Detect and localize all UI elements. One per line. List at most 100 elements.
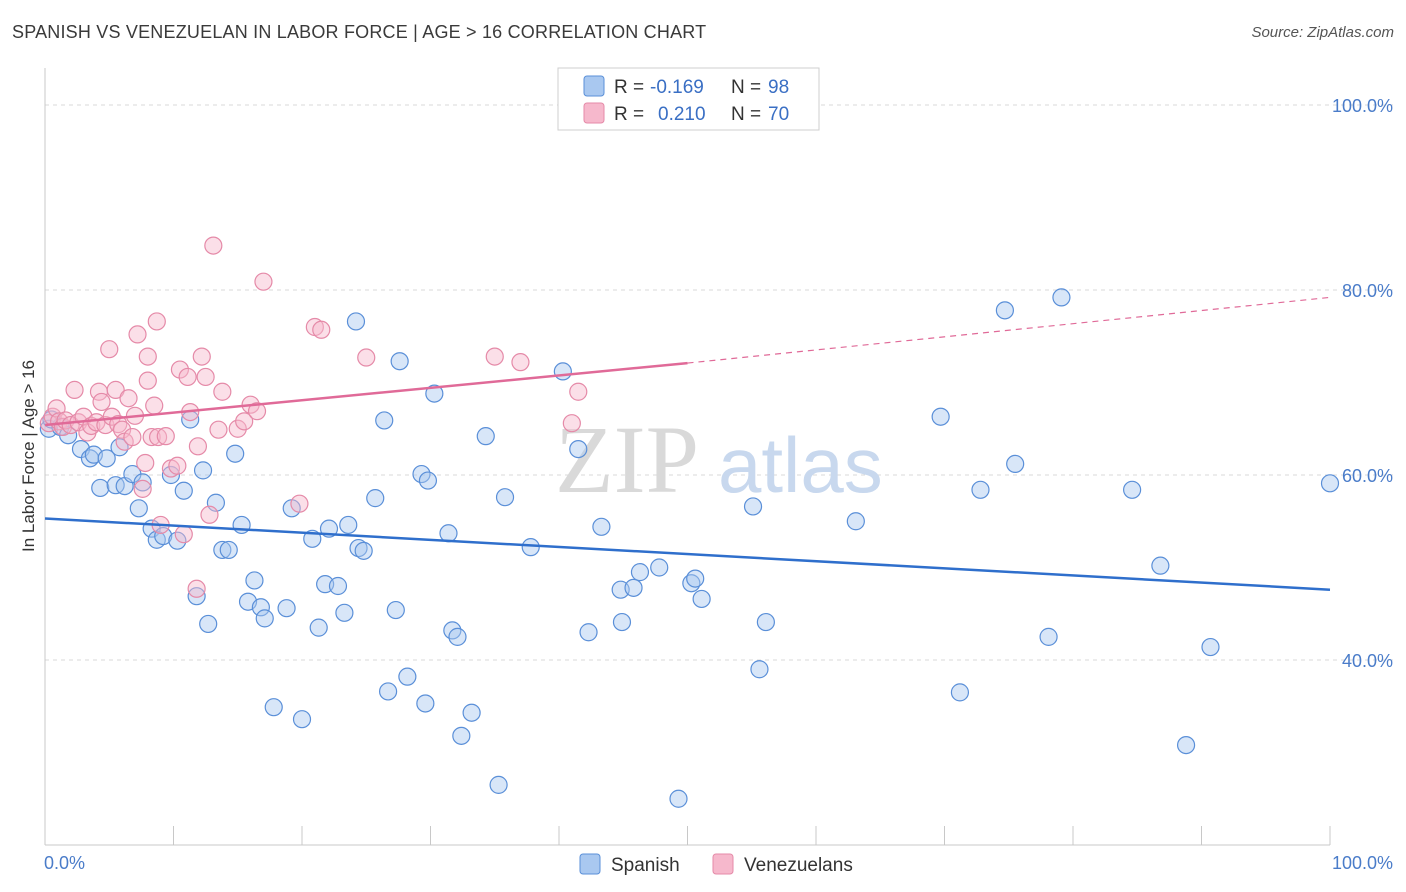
venezuelan-point-54 <box>254 272 273 291</box>
y-axis-label: In Labor Force | Age > 16 <box>19 360 38 552</box>
chart-title: SPANISH VS VENEZUELAN IN LABOR FORCE | A… <box>12 22 707 42</box>
legend-n-label-venezuelan: N = <box>731 104 761 125</box>
venezuelan-point-32 <box>147 312 166 331</box>
spanish-point-64 <box>489 775 508 794</box>
legend-r-label-venezuelan: R = <box>614 104 644 125</box>
spanish-point-33 <box>255 609 274 628</box>
venezuelan-point-22 <box>119 389 138 408</box>
venezuelan-point-57 <box>312 320 331 339</box>
venezuelan-point-58 <box>357 348 376 367</box>
venezuelan-point-60 <box>511 353 530 372</box>
spanish-point-50 <box>378 682 398 701</box>
venezuelan-point-43 <box>188 437 208 456</box>
legend-n-value-venezuelan: 70 <box>768 104 789 125</box>
venezuelan-point-29 <box>138 347 157 366</box>
spanish-point-53 <box>398 667 417 686</box>
spanish-point-68 <box>569 440 588 459</box>
y-tick-label-0: 40.0% <box>1342 651 1393 671</box>
spanish-point-45 <box>346 312 366 331</box>
x-tick-label-min: 0.0% <box>44 853 85 873</box>
spanish-point-52 <box>390 352 409 371</box>
spanish-point-63 <box>476 427 495 446</box>
venezuelan-point-23 <box>123 427 142 447</box>
venezuelan-point-33 <box>148 427 168 447</box>
spanish-point-86 <box>971 480 990 499</box>
venezuelan-point-14 <box>92 392 111 412</box>
spanish-point-24 <box>199 614 218 634</box>
spanish-point-88 <box>1006 454 1025 473</box>
spanish-point-80 <box>743 497 763 516</box>
spanish-point-92 <box>1151 556 1170 575</box>
spanish-point-39 <box>309 618 328 637</box>
spanish-point-20 <box>174 481 193 500</box>
spanish-point-73 <box>624 578 643 597</box>
spanish-point-90 <box>1052 288 1071 307</box>
grid-lines <box>45 104 1393 661</box>
spanish-point-85 <box>950 683 970 702</box>
venezuelan-trend-line <box>44 361 688 427</box>
spanish-point-87 <box>995 301 1014 320</box>
venezuelan-point-61 <box>562 414 581 433</box>
venezuelan-point-7 <box>65 380 84 399</box>
spanish-point-69 <box>579 623 598 642</box>
spanish-point-82 <box>756 612 775 632</box>
spanish-point-76 <box>669 789 688 808</box>
tick-labels: 40.0% 60.0% 80.0% 100.0% 0.0% 100.0% <box>44 96 1393 873</box>
legend-n-label-spanish: N = <box>731 77 761 98</box>
spanish-point-48 <box>366 489 385 508</box>
spanish-point-61 <box>452 726 471 745</box>
spanish-point-89 <box>1039 627 1058 646</box>
spanish-point-58 <box>439 524 458 543</box>
y-tick-label-2: 80.0% <box>1342 281 1393 301</box>
spanish-point-37 <box>292 710 312 729</box>
spanish-point-54 <box>412 464 431 484</box>
venezuelan-point-31 <box>145 396 164 415</box>
venezuelan-point-40 <box>178 367 197 387</box>
spanish-point-81 <box>750 660 769 679</box>
spanish-point-84 <box>931 407 950 426</box>
trend-lines <box>44 296 1331 591</box>
spanish-point-60 <box>448 627 467 646</box>
spanish-point-18 <box>161 465 181 485</box>
spanish-point-65 <box>495 488 515 507</box>
source-label: Source: ZipAtlas.com <box>1251 24 1394 41</box>
y-tick-label-1: 60.0% <box>1342 466 1393 486</box>
venezuelan-point-50 <box>228 419 247 438</box>
spanish-point-28 <box>226 444 245 463</box>
venezuelan-point-28 <box>138 371 157 390</box>
venezuelan-point-45 <box>196 367 215 387</box>
venezuelan-point-44 <box>192 347 211 366</box>
bottom-legend-swatch-venezuelan <box>712 853 734 875</box>
spanish-point-75 <box>650 558 669 577</box>
bottom-legend: Spanish Venezuelans <box>579 853 853 876</box>
spanish-point-70 <box>592 517 611 536</box>
spanish-point-67 <box>553 362 572 381</box>
spanish-point-42 <box>328 576 348 596</box>
spanish-point-51 <box>386 600 405 620</box>
watermark-zip: ZIP <box>555 406 699 513</box>
bottom-legend-spanish: Spanish <box>611 855 680 876</box>
venezuelan-point-18 <box>106 380 125 399</box>
spanish-point-94 <box>1201 637 1220 657</box>
spanish-points <box>39 288 1340 808</box>
spanish-point-23 <box>193 461 213 480</box>
legend-swatch-spanish <box>583 75 605 97</box>
spanish-point-56 <box>418 471 438 490</box>
venezuelan-point-48 <box>209 420 228 439</box>
venezuelan-point-51 <box>235 412 254 431</box>
spanish-point-31 <box>245 571 264 590</box>
legend-r-value-spanish: -0.169 <box>650 77 704 98</box>
venezuelan-point-39 <box>174 525 193 544</box>
spanish-point-8 <box>97 449 116 468</box>
venezuelan-point-55 <box>290 494 309 513</box>
spanish-point-57 <box>425 384 444 403</box>
spanish-point-26 <box>213 540 232 560</box>
x-tick-label-max: 100.0% <box>1332 853 1393 873</box>
venezuelan-point-30 <box>142 427 161 447</box>
venezuelan-point-16 <box>100 340 119 359</box>
spanish-point-46 <box>349 538 368 558</box>
legend: R = -0.169 N = 98 R = 0.210 N = 70 <box>557 67 820 131</box>
bottom-legend-swatch-spanish <box>579 853 601 875</box>
spanish-point-93 <box>1176 735 1196 755</box>
